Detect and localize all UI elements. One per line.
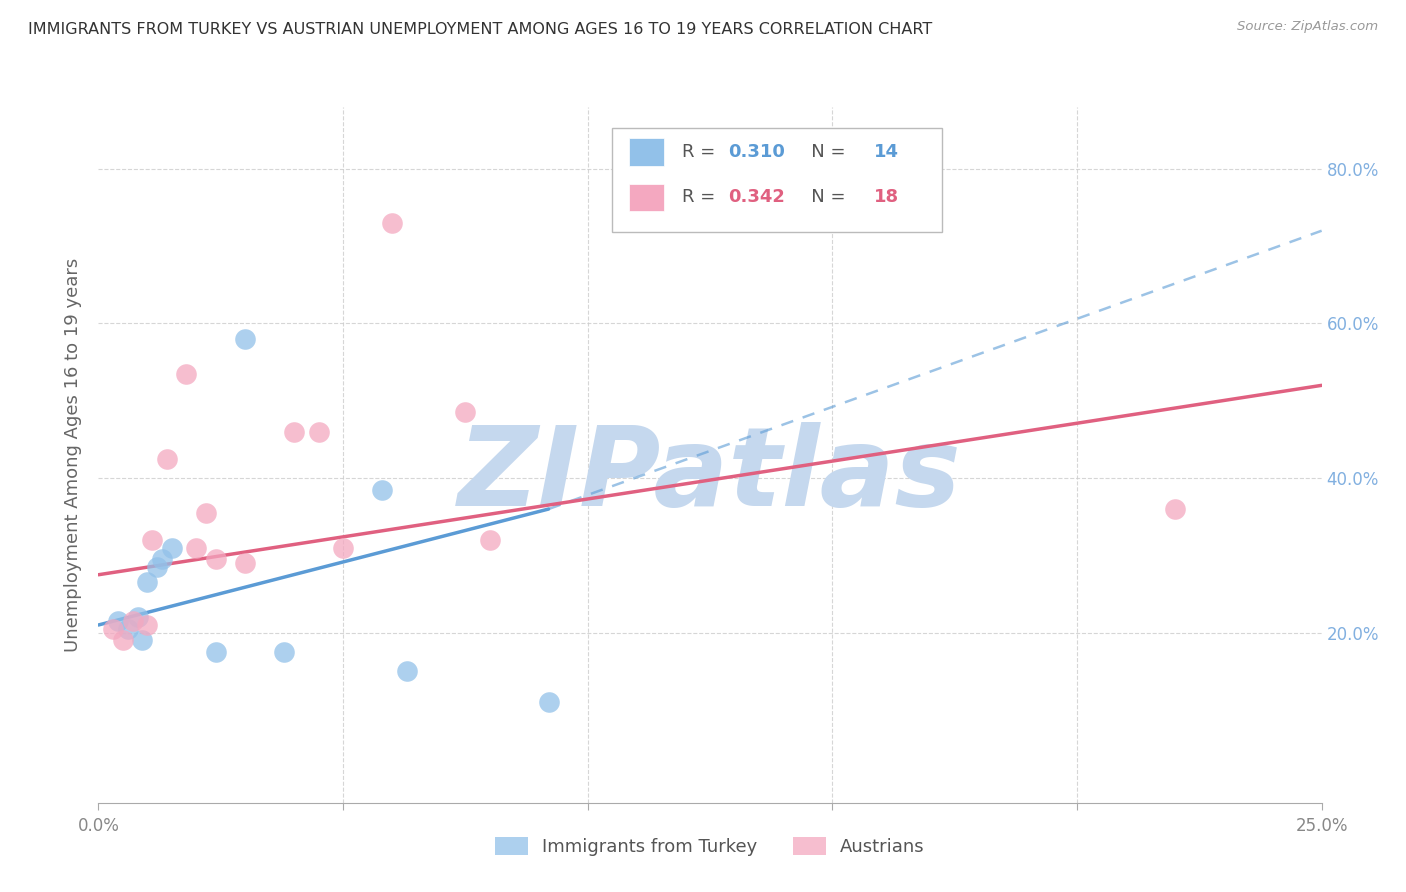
Text: ZIPatlas: ZIPatlas [458, 422, 962, 529]
Text: R =: R = [682, 144, 721, 161]
Point [156, 451, 179, 466]
Text: N =: N = [794, 144, 852, 161]
Point [1164, 502, 1187, 516]
Point [136, 618, 159, 632]
Point [186, 541, 208, 555]
Point [131, 633, 153, 648]
Point [454, 405, 477, 419]
Text: 14: 14 [875, 144, 898, 161]
Point [308, 425, 330, 439]
Text: 18: 18 [875, 188, 898, 206]
Text: R =: R = [682, 188, 721, 206]
Point [537, 695, 560, 709]
Point [395, 665, 418, 679]
Text: IMMIGRANTS FROM TURKEY VS AUSTRIAN UNEMPLOYMENT AMONG AGES 16 TO 19 YEARS CORREL: IMMIGRANTS FROM TURKEY VS AUSTRIAN UNEMP… [28, 22, 932, 37]
Point [111, 633, 134, 648]
Point [121, 614, 143, 628]
Legend: Immigrants from Turkey, Austrians: Immigrants from Turkey, Austrians [488, 830, 932, 863]
Point [141, 533, 163, 547]
Point [127, 610, 149, 624]
Point [117, 622, 139, 636]
Point [176, 367, 198, 381]
Point [101, 622, 124, 636]
Point [150, 552, 173, 566]
Point [107, 614, 129, 628]
Text: 0.310: 0.310 [728, 144, 786, 161]
Point [273, 645, 295, 659]
Point [381, 216, 404, 230]
Text: 0.342: 0.342 [728, 188, 786, 206]
Text: Source: ZipAtlas.com: Source: ZipAtlas.com [1237, 20, 1378, 33]
Point [332, 541, 354, 555]
Point [146, 560, 169, 574]
Point [233, 556, 256, 570]
Point [136, 575, 159, 590]
Text: N =: N = [794, 188, 852, 206]
FancyBboxPatch shape [612, 128, 942, 232]
Point [283, 425, 305, 439]
Point [478, 533, 501, 547]
Point [205, 645, 228, 659]
Point [233, 332, 256, 346]
Point [371, 483, 394, 497]
Point [205, 552, 228, 566]
FancyBboxPatch shape [630, 138, 664, 166]
Point [160, 541, 183, 555]
FancyBboxPatch shape [630, 184, 664, 211]
Point [195, 506, 218, 520]
Y-axis label: Unemployment Among Ages 16 to 19 years: Unemployment Among Ages 16 to 19 years [65, 258, 83, 652]
